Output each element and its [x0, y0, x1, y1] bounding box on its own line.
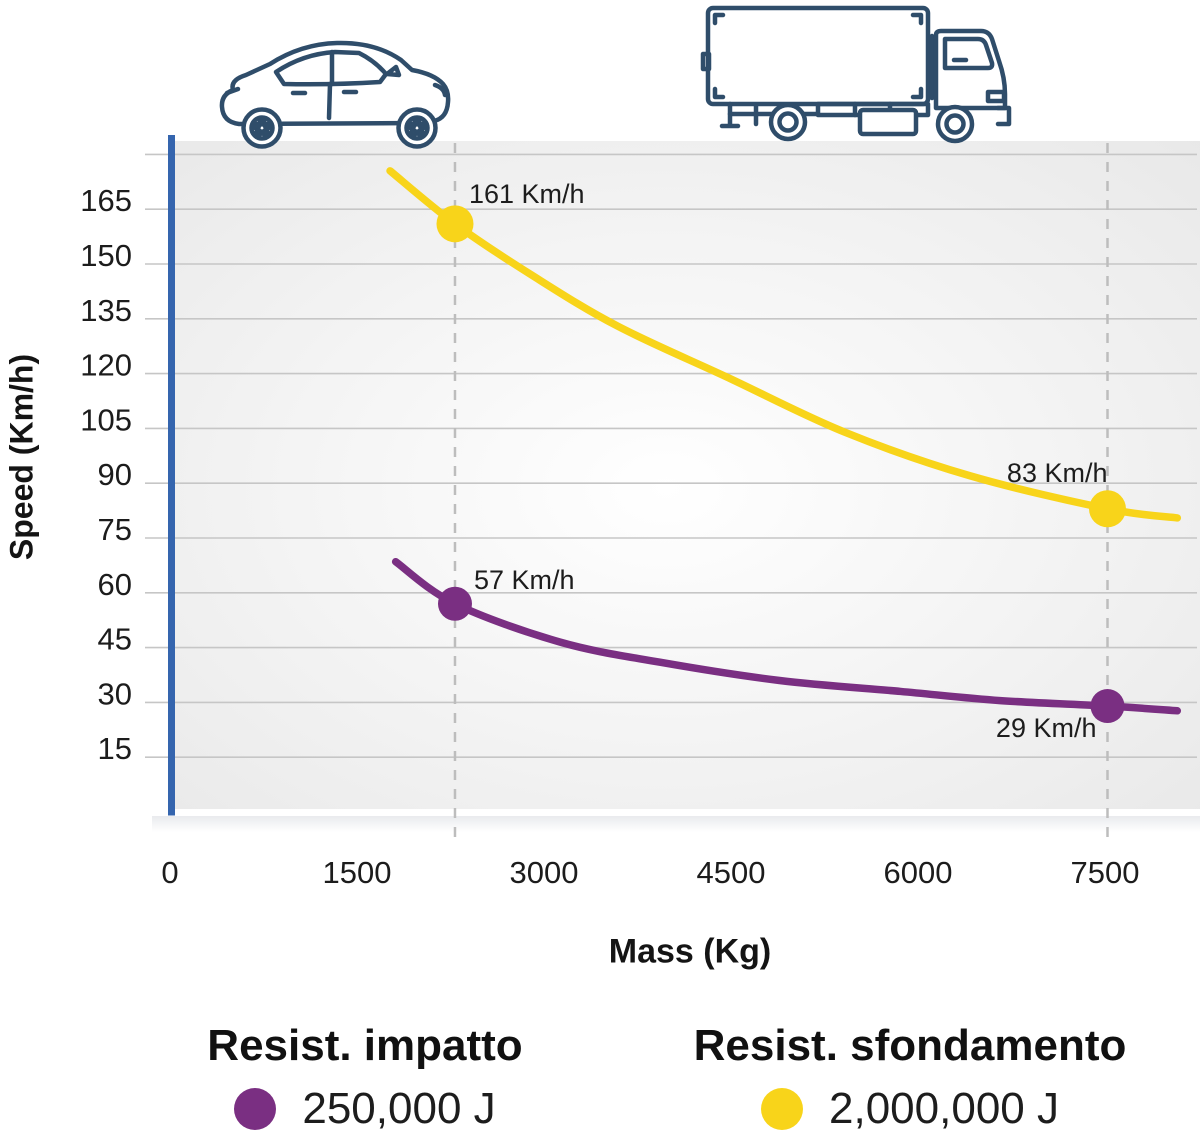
data-point-label: 161 Km/h [469, 179, 585, 209]
car-icon [219, 40, 451, 149]
legend-title-sfondamento: Resist. sfondamento [693, 1021, 1127, 1070]
series-curve-0 [386, 167, 1182, 522]
y-tick-label: 135 [80, 293, 132, 328]
data-point-label: 57 Km/h [474, 565, 575, 595]
legend-item-impatto: Resist. impatto 250,000 J [140, 1020, 590, 1134]
legend-value-impatto: 250,000 J [302, 1084, 496, 1133]
y-tick-label: 45 [98, 622, 132, 657]
data-point [1090, 689, 1125, 724]
legend-item-sfondamento: Resist. sfondamento 2,000,000 J [630, 1020, 1190, 1134]
y-tick-label: 90 [98, 457, 132, 492]
series-curve-1 [391, 557, 1182, 715]
x-axis-title: Mass (Kg) [608, 932, 772, 971]
legend-row-sfondamento: 2,000,000 J [630, 1084, 1190, 1134]
truck-icon [700, 5, 1012, 144]
data-point-label: 83 Km/h [1007, 458, 1108, 488]
x-tick-label: 7500 [1071, 855, 1140, 890]
x-tick-label: 6000 [884, 855, 953, 890]
data-point [437, 586, 472, 621]
x-tick-label: 0 [161, 855, 178, 890]
x-tick-label: 3000 [510, 855, 579, 890]
y-tick-label: 30 [98, 676, 132, 711]
y-tick-label: 60 [98, 567, 132, 602]
legend-title-impatto: Resist. impatto [207, 1021, 523, 1070]
legend-marker-impatto-icon [234, 1088, 277, 1130]
legend-row-impatto: 250,000 J [140, 1084, 590, 1134]
data-point [436, 205, 474, 243]
y-tick-label: 165 [80, 183, 132, 218]
y-tick-label: 105 [80, 402, 132, 437]
x-tick-label: 4500 [697, 855, 766, 890]
y-axis-title: Speed (Km/h) [3, 353, 40, 561]
legend-marker-sfondamento-icon [761, 1088, 804, 1130]
plot-area [175, 141, 1200, 809]
y-tick-label: 75 [98, 512, 132, 547]
y-tick-label: 15 [98, 731, 132, 766]
x-tick-label: 1500 [323, 855, 392, 890]
data-point-label: 29 Km/h [996, 713, 1097, 743]
y-tick-label: 150 [80, 238, 132, 273]
y-tick-label: 120 [80, 348, 132, 383]
chart-generated-layer: 161 Km/h83 Km/h57 Km/h29 Km/h16515013512… [80, 135, 1200, 890]
axis-shadow [152, 816, 1200, 832]
data-point [1088, 490, 1126, 528]
legend-value-sfondamento: 2,000,000 J [829, 1084, 1059, 1133]
